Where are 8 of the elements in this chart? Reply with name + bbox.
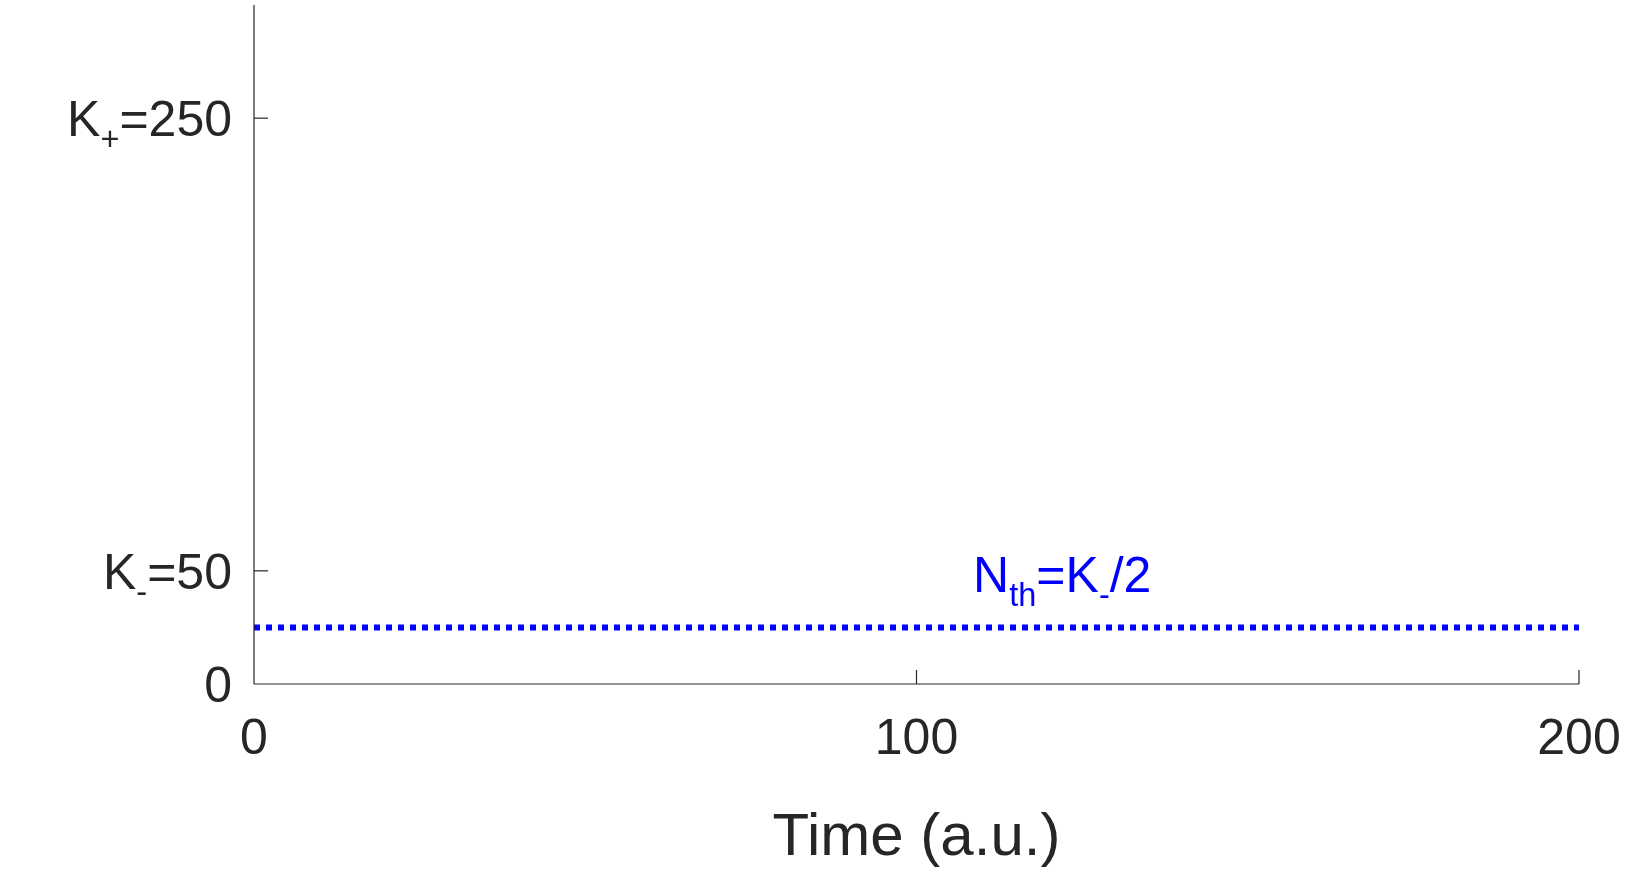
x-tick-label: 100 [874,709,959,765]
y-tick-label: K$_{-}$=50 [102,543,232,610]
x-tick-label: 200 [1537,709,1621,765]
x-axis-title: Time (a.u.) [772,801,1061,868]
x-tick-label: 0 [240,709,268,765]
ref-line-label: N$_{th}$=K$_{-}$/2 [973,547,1152,614]
y-tick-label: 0 [204,657,232,713]
y-tick-label: K$_{+}$=250 [67,91,232,158]
